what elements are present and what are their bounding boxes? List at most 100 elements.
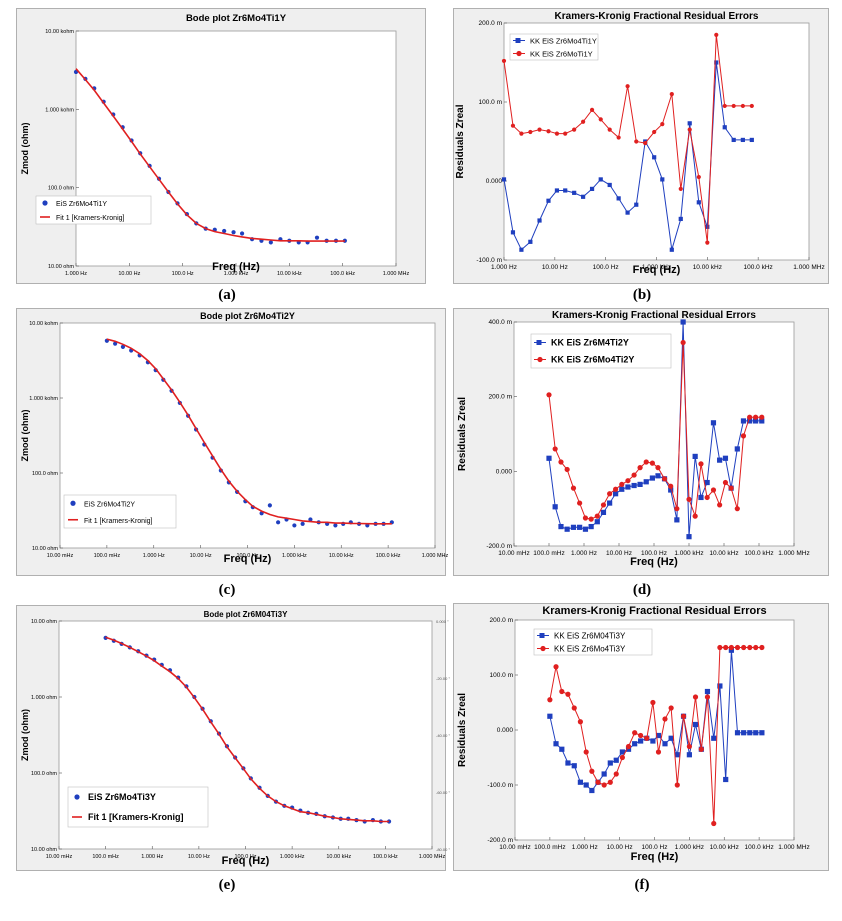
data-point	[753, 644, 759, 651]
data-point	[680, 713, 687, 719]
data-point	[674, 782, 680, 788]
data-point	[528, 239, 533, 244]
y-tick-label: 0.000	[496, 468, 513, 475]
legend-box	[530, 333, 672, 369]
data-point	[680, 339, 686, 346]
x-tick-label: 10.00 kHz	[709, 550, 738, 557]
y-tick-label: 1.000 kohm	[45, 107, 74, 113]
plot-area	[514, 619, 795, 841]
data-point	[668, 487, 674, 493]
panel-f: Kramers-Kronig Fractional Residual Error…	[453, 603, 829, 871]
panel-b: Kramers-Kronig Fractional Residual Error…	[453, 8, 829, 284]
x-tick-label: 10.00 kHz	[693, 264, 722, 271]
data-point	[600, 509, 607, 515]
data-point	[753, 730, 759, 736]
data-point	[547, 713, 553, 719]
data-point	[662, 741, 668, 747]
data-point	[723, 644, 729, 651]
data-point	[669, 247, 674, 252]
legend-label: EiS Zr6Mo4Ti2Y	[84, 501, 135, 508]
data-point	[710, 487, 717, 493]
data-point	[687, 127, 692, 132]
chart-b: Kramers-Kronig Fractional Residual Error…	[453, 8, 829, 284]
data-point	[607, 127, 612, 132]
x-tick-label: 1.000 kHz	[224, 271, 249, 277]
x-axis-label: Freq (Hz)	[631, 851, 679, 863]
data-point	[728, 485, 734, 491]
data-point	[547, 697, 553, 703]
data-point	[598, 177, 603, 182]
data-point	[595, 779, 601, 785]
x-tick-label: 1.000 MHz	[778, 844, 809, 851]
data-point	[619, 481, 625, 487]
data-point	[692, 721, 699, 728]
data-point	[613, 491, 619, 497]
data-point	[661, 476, 668, 482]
data-point	[692, 453, 698, 459]
x-tick-label: 10.00 kHz	[326, 854, 351, 860]
y-tick-label: 10.00 kohm	[29, 321, 58, 327]
legend-box	[63, 494, 177, 529]
data-point	[692, 513, 698, 519]
data-point	[563, 131, 568, 136]
data-point	[589, 787, 595, 794]
data-point	[607, 760, 613, 766]
data-point	[759, 644, 765, 651]
data-point	[637, 465, 643, 471]
data-point	[731, 137, 736, 143]
data-point	[537, 127, 542, 132]
data-point	[711, 735, 717, 741]
data-point	[741, 730, 747, 736]
chart-title: Kramers-Kronig Fractional Residual Error…	[552, 310, 756, 321]
data-point	[717, 683, 723, 689]
data-point	[589, 107, 595, 112]
chart-title: Bode plot Zr6M04Ti3Y	[204, 610, 289, 619]
data-point	[631, 482, 637, 489]
data-point	[740, 103, 745, 109]
data-point	[714, 32, 719, 37]
data-point	[632, 741, 638, 747]
data-point	[613, 757, 619, 763]
data-point	[696, 200, 701, 205]
panel-c: Bode plot Zr6Mo4Ti2Y Freq (Hz) Zmod (ohm) 1…	[16, 308, 449, 576]
data-point	[552, 446, 558, 452]
y-tick-label: 100.0 ohm	[48, 186, 74, 192]
data-point	[619, 749, 625, 755]
legend-box	[533, 628, 653, 656]
data-point	[638, 738, 644, 744]
data-point	[660, 177, 665, 182]
legend-label: KK EiS Zr6M4Ti2Y	[551, 338, 629, 348]
data-point	[625, 746, 632, 752]
caption-d: (d)	[632, 582, 652, 598]
data-point	[577, 524, 583, 530]
x-tick-label: 100.0 kHz	[330, 271, 355, 277]
data-point	[601, 771, 607, 777]
data-point	[668, 483, 674, 489]
data-point	[652, 129, 657, 135]
data-point	[594, 519, 600, 525]
legend-label: KK EiS Zr6Mo4Ti2Y	[551, 355, 634, 365]
data-point	[267, 503, 272, 508]
y-tick-label: 200.0 m	[479, 20, 503, 27]
data-point	[747, 644, 753, 651]
data-point	[722, 125, 727, 130]
legend-swatch-marker	[536, 340, 542, 345]
data-point	[740, 137, 745, 143]
data-point	[594, 513, 600, 519]
legend-box	[509, 33, 599, 61]
chart-title: Bode plot Zr6Mo4Ti2Y	[200, 311, 295, 321]
y-tick-label: -200.0 m	[487, 837, 513, 844]
x-tick-label: 100.0 Hz	[234, 854, 256, 860]
data-point	[553, 664, 559, 670]
chart-title: Kramers-Kronig Fractional Residual Error…	[542, 605, 766, 617]
data-point	[710, 420, 717, 426]
data-point	[734, 730, 741, 736]
x-tick-label: 100.0 Hz	[641, 844, 667, 851]
caption-a: (a)	[218, 287, 236, 303]
data-point	[300, 521, 305, 526]
y-tick-label: 100.0 m	[479, 99, 503, 106]
data-point	[686, 743, 692, 750]
x-axis-label: Freq (Hz)	[224, 553, 272, 565]
series-line-2	[75, 68, 345, 242]
data-point	[678, 216, 683, 222]
